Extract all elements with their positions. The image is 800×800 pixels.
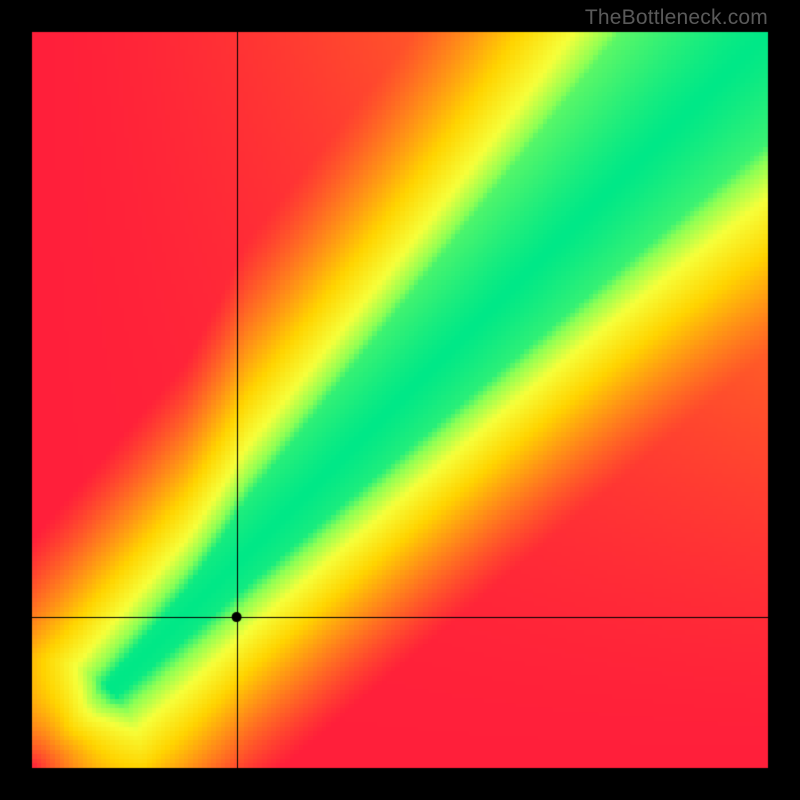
bottleneck-heatmap [0, 0, 800, 800]
watermark-text: TheBottleneck.com [585, 6, 768, 30]
